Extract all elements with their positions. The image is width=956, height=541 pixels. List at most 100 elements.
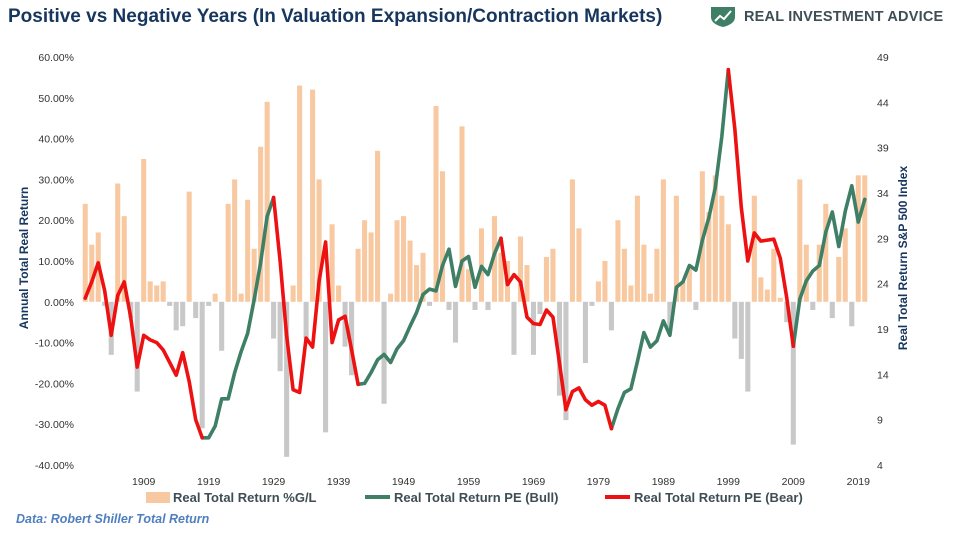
bar-group <box>82 85 868 457</box>
x-tick-label: 1909 <box>132 476 156 488</box>
bar-2007 <box>777 297 783 302</box>
bar-1979 <box>595 281 601 302</box>
bar-1942 <box>355 248 361 302</box>
bar-2017 <box>842 228 848 302</box>
bear-line-segment-1 <box>83 260 204 440</box>
x-tick-label: 1979 <box>587 476 611 488</box>
bar-1991 <box>673 195 679 302</box>
bar-1966 <box>511 301 517 355</box>
data-source-note: Data: Robert Shiller Total Return <box>16 512 210 526</box>
bar-1916 <box>186 191 192 302</box>
bull-line-segment-2 <box>356 236 503 387</box>
bar-1921 <box>219 301 225 351</box>
bar-1992 <box>680 281 686 302</box>
bar-1947 <box>388 293 394 302</box>
bar-1906 <box>121 216 127 302</box>
bear-line-segment-2 <box>271 195 360 395</box>
y-right-tick-label: 19 <box>877 324 889 336</box>
legend-label-bear: Real Total Return PE (Bear) <box>634 490 803 505</box>
bar-2015 <box>829 301 835 319</box>
x-tick-label: 1919 <box>197 476 221 488</box>
bar-1971 <box>543 256 549 302</box>
bull-line-segment-1 <box>200 195 276 440</box>
bar-1987 <box>647 293 653 302</box>
bar-1972 <box>550 248 556 302</box>
bar-1923 <box>232 179 238 302</box>
bar-1983 <box>621 248 627 302</box>
bar-1931 <box>284 301 290 457</box>
y-axis-right: 49 44 39 34 29 24 19 14 9 4 <box>877 52 889 472</box>
bar-1928 <box>264 101 270 302</box>
bar-1926 <box>251 248 257 302</box>
bar-1985 <box>634 195 640 302</box>
bar-1959 <box>465 269 472 302</box>
bar-1908 <box>134 301 140 392</box>
bar-1964 <box>498 252 504 302</box>
bar-1903 <box>102 301 108 306</box>
bar-2010 <box>797 179 803 302</box>
bar-1988 <box>654 248 660 302</box>
bar-2004 <box>758 277 764 302</box>
bar-1924 <box>238 293 244 302</box>
y-right-tick-label: 14 <box>877 369 889 381</box>
bar-1927 <box>258 146 264 302</box>
bar-1974 <box>563 301 569 421</box>
bear-line-segment-3 <box>499 236 614 431</box>
bar-1909 <box>141 159 147 302</box>
bar-1915 <box>180 301 186 327</box>
bar-1948 <box>394 220 400 302</box>
y-left-tick-label: 30.00% <box>38 174 74 186</box>
y-right-tick-label: 34 <box>877 188 889 200</box>
bar-1967 <box>517 236 524 302</box>
bar-1999 <box>725 224 731 302</box>
bar-1933 <box>297 85 303 302</box>
bar-1930 <box>277 301 283 372</box>
brand-logo: REAL INVESTMENT ADVICE <box>706 6 946 28</box>
bar-1935 <box>310 89 316 302</box>
bar-2005 <box>764 289 770 302</box>
bar-1938 <box>329 224 335 302</box>
bar-2003 <box>751 195 757 302</box>
bar-1975 <box>569 179 575 302</box>
y-left-tick-label: 0.00% <box>44 297 74 309</box>
bar-1956 <box>446 301 452 310</box>
line-group <box>83 67 867 440</box>
x-tick-label: 1949 <box>392 476 416 488</box>
bar-1990 <box>667 301 673 331</box>
bar-1913 <box>167 301 173 306</box>
bar-1939 <box>336 285 342 302</box>
bar-1920 <box>212 293 218 302</box>
bar-1981 <box>608 301 614 331</box>
bar-2018 <box>849 301 855 327</box>
bar-1989 <box>660 179 666 302</box>
bar-1962 <box>485 301 491 310</box>
bar-1970 <box>537 301 543 315</box>
bar-1900 <box>82 203 88 302</box>
bar-1917 <box>193 301 199 319</box>
bar-1994 <box>693 301 699 310</box>
bar-1973 <box>556 301 562 396</box>
bar-2014 <box>823 203 829 302</box>
y-right-tick-label: 44 <box>877 97 889 109</box>
bar-1901 <box>89 244 95 302</box>
bar-1949 <box>401 216 407 302</box>
bar-1934 <box>303 301 309 339</box>
bar-2020 <box>862 175 868 302</box>
bar-1941 <box>349 301 355 376</box>
y-left-tick-label: -30.00% <box>35 419 74 431</box>
bar-2001 <box>738 301 744 359</box>
page-title: Positive vs Negative Years (In Valuation… <box>8 6 663 27</box>
bar-1978 <box>589 301 595 306</box>
bar-2009 <box>790 301 796 445</box>
bar-1918 <box>199 301 205 429</box>
bar-1953 <box>427 301 433 306</box>
y-left-tick-label: -10.00% <box>35 338 74 350</box>
x-tick-label: 1929 <box>262 476 286 488</box>
bar-2011 <box>803 244 809 302</box>
bar-1911 <box>154 285 160 302</box>
bar-1914 <box>173 301 179 331</box>
bar-1996 <box>706 212 712 302</box>
bar-1993 <box>686 269 692 302</box>
bar-1960 <box>472 301 478 310</box>
